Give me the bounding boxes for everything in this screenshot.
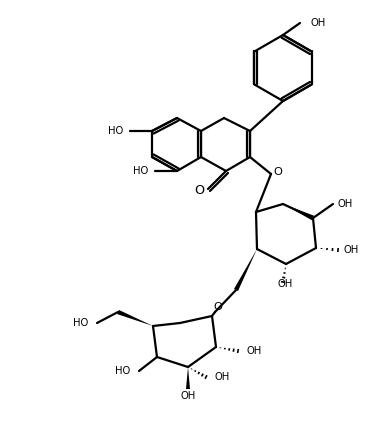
Text: HO: HO — [74, 318, 89, 328]
Text: OH: OH — [180, 391, 195, 401]
Text: O: O — [194, 184, 204, 197]
Text: HO: HO — [108, 126, 123, 136]
Polygon shape — [186, 367, 190, 389]
Text: OH: OH — [344, 245, 359, 255]
Text: OH: OH — [311, 18, 326, 28]
Polygon shape — [117, 310, 153, 326]
Text: O: O — [274, 167, 282, 177]
Text: HO: HO — [115, 366, 131, 376]
Text: OH: OH — [247, 346, 262, 356]
Text: OH: OH — [215, 372, 230, 382]
Text: O: O — [214, 302, 223, 312]
Text: HO: HO — [133, 166, 149, 176]
Polygon shape — [234, 249, 257, 291]
Text: OH: OH — [277, 279, 293, 289]
Polygon shape — [283, 204, 314, 220]
Text: OH: OH — [338, 199, 353, 209]
